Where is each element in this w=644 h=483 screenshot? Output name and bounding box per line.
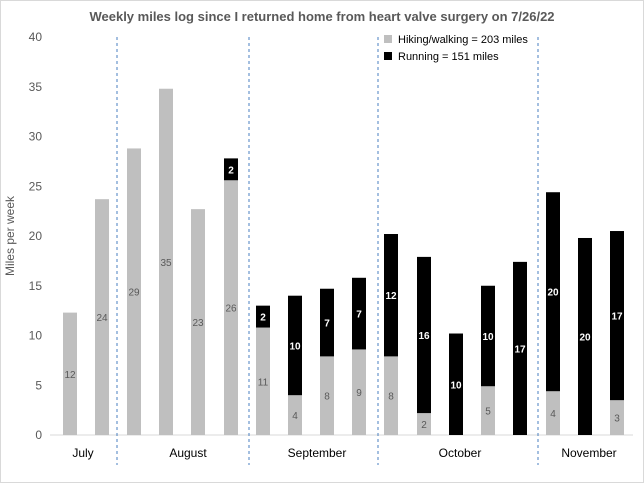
month-label: September: [288, 446, 347, 460]
running-value-label: 16: [418, 331, 430, 342]
legend-swatch-hiking: [384, 35, 392, 43]
running-bar: [513, 261, 527, 435]
hiking-bar: [610, 400, 624, 435]
hiking-bar: [288, 395, 302, 435]
y-tick-label: 10: [29, 329, 43, 343]
running-bar: [352, 277, 366, 350]
hiking-value-label: 12: [64, 370, 76, 381]
hiking-value-label: 23: [192, 318, 204, 329]
running-bar: [256, 305, 270, 328]
running-bar: [288, 295, 302, 396]
hiking-value-label: 35: [160, 258, 172, 269]
running-bar: [224, 158, 238, 181]
hiking-value-label: 4: [292, 411, 298, 422]
legend-label-running: Running = 151 miles: [398, 51, 499, 63]
hiking-value-label: 5: [485, 407, 491, 418]
hiking-value-label: 4: [550, 409, 556, 420]
running-bar: [481, 285, 495, 387]
legend-label-hiking: Hiking/walking = 203 miles: [398, 34, 528, 46]
chart-title: Weekly miles log since I returned home f…: [89, 9, 555, 24]
running-value-label: 2: [228, 165, 234, 176]
hiking-value-label: 8: [388, 392, 394, 403]
y-tick-label: 15: [29, 279, 43, 293]
hiking-value-label: 2: [421, 420, 427, 431]
running-value-label: 7: [356, 310, 362, 321]
y-tick-label: 40: [29, 30, 43, 44]
hiking-bar: [63, 312, 77, 435]
running-value-label: 7: [324, 319, 330, 330]
y-tick-label: 30: [29, 130, 43, 144]
running-value-label: 17: [611, 312, 623, 323]
y-axis-title: Miles per week: [3, 195, 17, 276]
hiking-bar: [320, 356, 334, 435]
hiking-bar: [224, 180, 238, 435]
hiking-bar: [95, 199, 109, 435]
running-bar: [384, 234, 398, 357]
hiking-bar: [191, 209, 205, 435]
running-value-label: 20: [579, 332, 591, 343]
y-tick-label: 25: [29, 179, 43, 193]
running-bar: [320, 288, 334, 357]
hiking-bar: [159, 88, 173, 436]
hiking-bar: [546, 391, 560, 435]
running-value-label: 10: [482, 332, 494, 343]
hiking-value-label: 26: [225, 304, 237, 315]
hiking-value-label: 8: [324, 392, 330, 403]
legend-swatch-running: [384, 52, 392, 60]
running-value-label: 10: [289, 341, 301, 352]
month-label: October: [439, 446, 482, 460]
running-value-label: 17: [514, 344, 526, 355]
hiking-value-label: 9: [356, 388, 362, 399]
month-label: August: [169, 446, 207, 460]
hiking-bar: [127, 148, 141, 435]
y-tick-label: 0: [35, 428, 42, 442]
hiking-value-label: 11: [258, 377, 269, 388]
hiking-value-label: 24: [96, 313, 108, 324]
y-tick-label: 5: [35, 378, 42, 392]
running-bar: [578, 237, 592, 435]
running-bar: [449, 333, 463, 435]
hiking-bar: [384, 356, 398, 435]
running-value-label: 10: [450, 380, 462, 391]
running-bar: [417, 256, 431, 414]
running-bar: [610, 231, 624, 401]
hiking-value-label: 29: [128, 288, 140, 299]
running-bar: [546, 192, 560, 392]
hiking-bar: [481, 386, 495, 435]
hiking-value-label: 3: [614, 414, 620, 425]
y-tick-label: 20: [29, 229, 43, 243]
running-value-label: 20: [547, 288, 559, 299]
hiking-bar: [352, 349, 366, 435]
hiking-bar: [417, 413, 431, 435]
hiking-bar: [256, 327, 270, 435]
running-value-label: 2: [260, 313, 266, 324]
month-label: July: [72, 446, 93, 460]
month-label: November: [561, 446, 616, 460]
running-value-label: 12: [385, 291, 397, 302]
y-tick-label: 35: [29, 80, 43, 94]
